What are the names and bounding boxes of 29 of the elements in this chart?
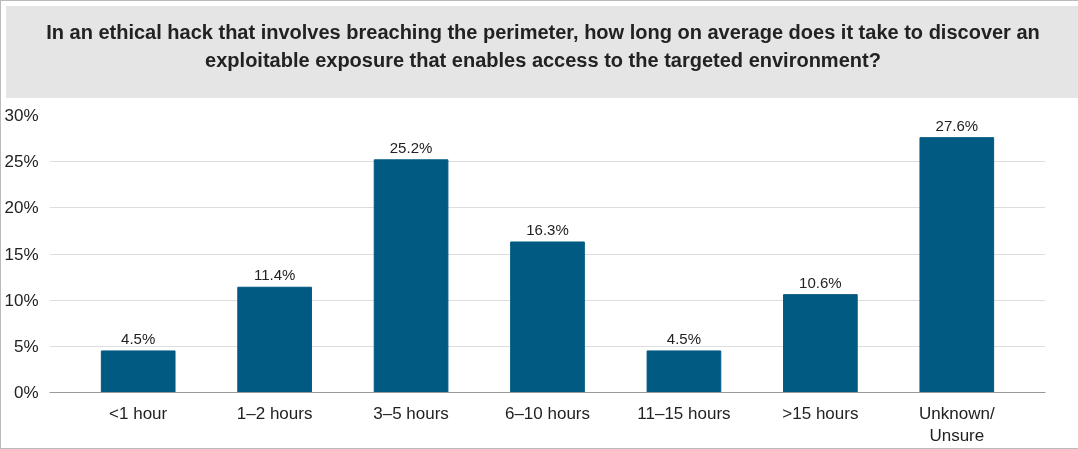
y-tick-label: 15% [4,244,39,264]
y-tick-label: 20% [4,198,39,218]
y-tick-label: 25% [4,152,39,172]
y-tick-label: 10% [4,290,39,310]
y-tick-label: 5% [13,336,39,356]
x-tick-label: 3–5 hours [373,403,449,423]
y-tick-label: 30% [4,106,39,125]
data-label: 11.4% [253,266,296,284]
x-tick-label: 11–15 hours [637,403,731,423]
data-label: 4.5% [121,329,156,347]
chart-title: In an ethical hack that involves breaching the perimeter, how long on average does it take to discover an exploitable exposure that enables access to the targeted environment? [46,20,1040,73]
x-tick-label: 6–10 hours [504,403,591,423]
data-label: 4.5% [666,329,702,347]
bar [237,286,312,393]
y-tick-label: 0% [13,383,39,402]
data-label: 25.2% [389,138,433,156]
bar [510,241,585,393]
data-label: 27.6% [935,116,979,134]
bar [100,350,176,393]
x-tick-label: >15 hours [782,403,859,423]
data-label: 10.6% [799,273,842,291]
x-tick-label: <1 hour [109,403,168,423]
x-tick-label: Unknown/ Unsure [919,403,995,446]
bar [646,350,722,393]
bar [373,159,449,393]
x-tick-label: 1–2 hours [236,403,313,423]
bar [919,137,995,393]
data-label: 16.3% [526,221,569,238]
bar [783,294,858,393]
